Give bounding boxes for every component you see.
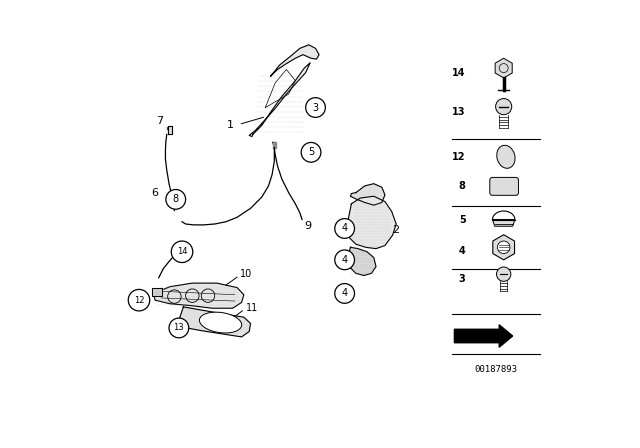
Text: 4: 4	[342, 255, 348, 265]
Text: 2: 2	[392, 225, 400, 235]
Text: 7: 7	[156, 116, 163, 126]
Text: 13: 13	[173, 323, 184, 332]
Polygon shape	[154, 283, 244, 308]
Ellipse shape	[200, 312, 242, 333]
Circle shape	[301, 142, 321, 162]
Text: 3: 3	[459, 274, 466, 284]
Polygon shape	[493, 220, 515, 226]
Circle shape	[169, 318, 189, 338]
Text: 6: 6	[151, 188, 158, 198]
Polygon shape	[273, 142, 276, 148]
Circle shape	[335, 284, 355, 303]
Text: 12: 12	[134, 296, 144, 305]
Text: 12: 12	[452, 152, 466, 162]
Text: 4: 4	[342, 289, 348, 298]
Text: 8: 8	[459, 181, 466, 191]
Circle shape	[306, 98, 325, 117]
Text: 5: 5	[459, 215, 466, 224]
Circle shape	[128, 289, 150, 311]
Text: 13: 13	[452, 107, 466, 117]
Polygon shape	[152, 288, 163, 296]
Circle shape	[335, 250, 355, 270]
Text: 11: 11	[246, 303, 259, 313]
Polygon shape	[348, 196, 396, 249]
Text: 4: 4	[459, 246, 466, 256]
Polygon shape	[348, 247, 376, 276]
Circle shape	[166, 190, 186, 209]
Ellipse shape	[497, 145, 515, 168]
Text: 10: 10	[240, 269, 253, 279]
Polygon shape	[271, 45, 319, 76]
Circle shape	[172, 241, 193, 263]
Polygon shape	[454, 325, 513, 347]
Text: 1: 1	[227, 120, 234, 129]
Text: 14: 14	[452, 68, 466, 78]
Text: 5: 5	[308, 147, 314, 157]
Text: 14: 14	[177, 247, 188, 256]
Polygon shape	[168, 126, 172, 134]
Circle shape	[497, 267, 511, 281]
FancyBboxPatch shape	[490, 177, 518, 195]
Polygon shape	[351, 184, 385, 205]
Circle shape	[335, 219, 355, 238]
Text: 9: 9	[305, 221, 312, 231]
Polygon shape	[249, 63, 310, 137]
Polygon shape	[179, 307, 251, 337]
Text: 3: 3	[312, 103, 319, 112]
Text: 00187893: 00187893	[474, 365, 517, 374]
Circle shape	[497, 241, 510, 254]
Circle shape	[495, 99, 512, 115]
Text: 8: 8	[173, 194, 179, 204]
Text: 4: 4	[342, 224, 348, 233]
